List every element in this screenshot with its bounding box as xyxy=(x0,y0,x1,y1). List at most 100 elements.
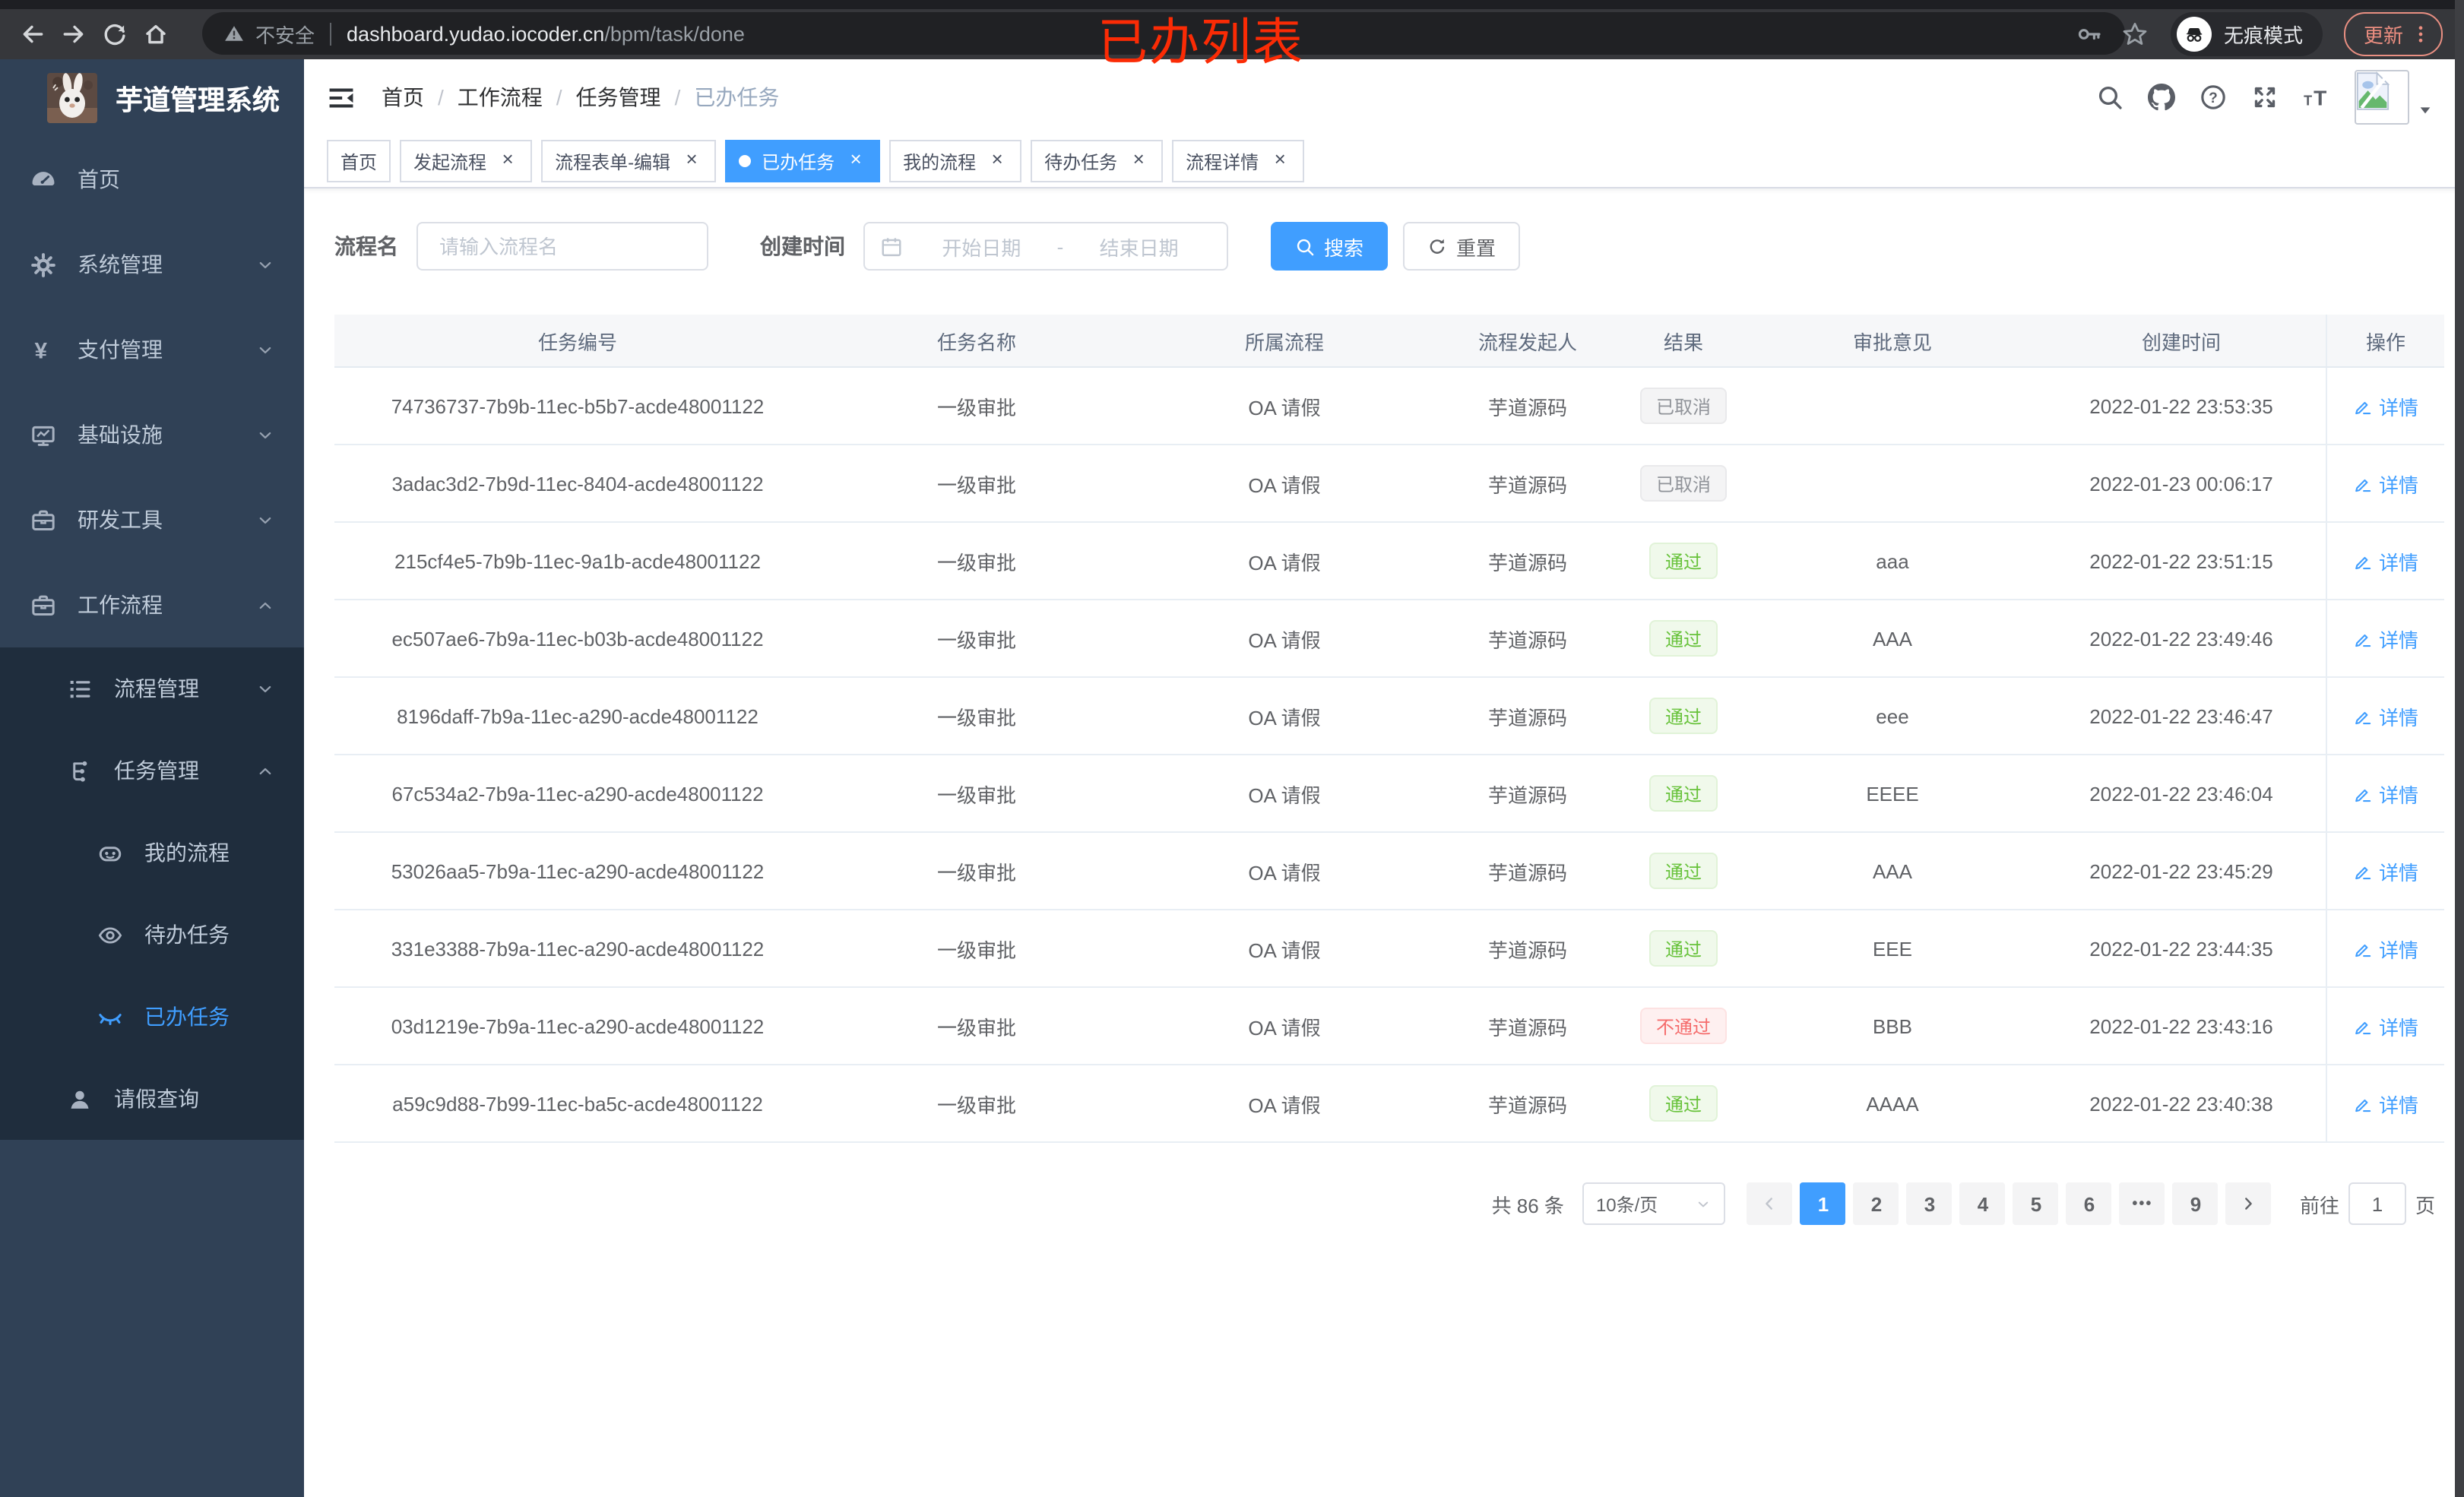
date-start-placeholder[interactable]: 开始日期 xyxy=(942,236,1021,259)
browser-back-button[interactable] xyxy=(12,14,53,55)
sidebar-item-todo-tasks[interactable]: 待办任务 xyxy=(0,894,304,976)
sidebar-logo[interactable]: 芋道管理系统 xyxy=(0,59,304,137)
pager-more-button[interactable]: ••• xyxy=(2119,1182,2165,1225)
detail-link[interactable]: 详情 xyxy=(2353,856,2418,885)
sidebar-item-my-process[interactable]: 我的流程 xyxy=(0,812,304,894)
pager-page-button[interactable]: 1 xyxy=(1800,1182,1846,1225)
tab-done-tasks[interactable]: 已办任务 × xyxy=(725,140,881,182)
chevron-down-icon xyxy=(255,510,275,530)
search-button[interactable]: 搜索 xyxy=(1271,222,1389,271)
help-icon[interactable]: ? xyxy=(2200,84,2227,111)
address-bar[interactable]: 不安全 dashboard.yudao.iocoder.cn /bpm/task… xyxy=(202,12,2125,55)
cell-created: 2022-01-22 23:43:16 xyxy=(2089,1014,2273,1037)
avatar[interactable] xyxy=(2355,70,2409,125)
incognito-badge[interactable]: 无痕模式 xyxy=(2170,12,2323,56)
date-end-placeholder[interactable]: 结束日期 xyxy=(1099,236,1179,259)
detail-link[interactable]: 详情 xyxy=(2353,624,2418,653)
close-icon[interactable]: × xyxy=(1274,147,1286,170)
password-key-icon[interactable] xyxy=(2076,21,2102,47)
breadcrumb-item[interactable]: 首页 xyxy=(382,85,424,109)
sidebar-item-dev-tools[interactable]: 研发工具 xyxy=(0,477,304,562)
fullscreen-icon[interactable] xyxy=(2251,84,2279,111)
detail-link[interactable]: 详情 xyxy=(2353,469,2418,498)
date-range-picker[interactable]: 开始日期 - 结束日期 xyxy=(863,222,1228,271)
breadcrumb-item[interactable]: 工作流程 xyxy=(457,85,543,109)
back-icon xyxy=(20,21,46,47)
detail-link[interactable]: 详情 xyxy=(2353,1011,2418,1040)
update-label: 更新 xyxy=(2363,24,2403,47)
sidebar-item-home[interactable]: 首页 xyxy=(0,137,304,222)
close-icon[interactable]: × xyxy=(686,147,698,170)
goto-page-input[interactable] xyxy=(2348,1182,2406,1225)
tab-my-process[interactable]: 我的流程 × xyxy=(889,140,1022,182)
breadcrumb-item[interactable]: 任务管理 xyxy=(575,85,661,109)
sidebar-item-label: 流程管理 xyxy=(114,676,199,701)
search-icon[interactable] xyxy=(2096,84,2124,111)
tab-todo-tasks[interactable]: 待办任务 × xyxy=(1031,140,1164,182)
reload-icon xyxy=(102,21,128,47)
breadcrumb-separator: / xyxy=(438,85,444,109)
detail-link[interactable]: 详情 xyxy=(2353,701,2418,730)
detail-link[interactable]: 详情 xyxy=(2353,546,2418,575)
pager-page-button[interactable]: 2 xyxy=(1853,1182,1899,1225)
not-secure-label[interactable]: 不安全 xyxy=(255,24,315,46)
close-icon[interactable]: × xyxy=(1132,147,1145,170)
pager-page-button[interactable]: 4 xyxy=(1959,1182,2006,1225)
sidebar-item-task-management[interactable]: 任务管理 xyxy=(0,730,304,812)
sidebar-item-process-management[interactable]: 流程管理 xyxy=(0,647,304,730)
chevron-left-icon xyxy=(1761,1195,1779,1213)
pager-page-button[interactable]: 5 xyxy=(2013,1182,2059,1225)
cell-task-id: 3adac3d2-7b9d-11ec-8404-acde48001122 xyxy=(391,472,764,495)
github-icon[interactable] xyxy=(2148,84,2175,111)
table-row: 8196daff-7b9a-11ec-a290-acde48001122 一级审批… xyxy=(334,678,2444,755)
hamburger-icon[interactable] xyxy=(327,83,356,112)
cell-opinion xyxy=(1748,368,2037,444)
pager-page-button[interactable]: 3 xyxy=(1906,1182,1953,1225)
cell-starter: 芋道源码 xyxy=(1487,1093,1567,1116)
avatar-caret-icon[interactable] xyxy=(2417,101,2434,118)
sidebar-item-system-management[interactable]: 系统管理 xyxy=(0,222,304,307)
browser-reload-button[interactable] xyxy=(94,14,135,55)
cell-result: 通过 xyxy=(1619,833,1748,909)
detail-link[interactable]: 详情 xyxy=(2353,934,2418,963)
incognito-label: 无痕模式 xyxy=(2223,24,2303,47)
pager-page-button[interactable]: 9 xyxy=(2172,1182,2219,1225)
cell-starter: 芋道源码 xyxy=(1487,706,1567,729)
page-size-select[interactable]: 10条/页 xyxy=(1582,1182,1725,1225)
sidebar-item-infrastructure[interactable]: 基础设施 xyxy=(0,392,304,477)
close-icon[interactable]: × xyxy=(850,147,862,170)
close-icon[interactable]: × xyxy=(991,147,1003,170)
tab-home[interactable]: 首页 xyxy=(327,140,391,182)
url-host[interactable]: dashboard.yudao.iocoder.cn xyxy=(347,22,605,45)
process-name-input[interactable] xyxy=(436,233,689,259)
sidebar-item-leave-query[interactable]: 请假查询 xyxy=(0,1058,304,1140)
column-header: 任务名称 xyxy=(936,331,1016,353)
tab-start-process[interactable]: 发起流程 × xyxy=(400,140,533,182)
sidebar-item-payment-management[interactable]: ¥ 支付管理 xyxy=(0,307,304,392)
reset-button[interactable]: 重置 xyxy=(1403,222,1521,271)
browser-home-button[interactable] xyxy=(135,14,176,55)
close-icon[interactable]: × xyxy=(502,147,514,170)
detail-link[interactable]: 详情 xyxy=(2353,391,2418,420)
browser-menu-icon[interactable] xyxy=(2409,23,2432,46)
browser-forward-button[interactable] xyxy=(53,14,94,55)
tab-process-form-edit[interactable]: 流程表单-编辑 × xyxy=(541,140,717,182)
pager-next-button[interactable] xyxy=(2225,1182,2272,1225)
sidebar-item-label: 我的流程 xyxy=(144,840,230,865)
pager-prev-button[interactable] xyxy=(1747,1182,1793,1225)
window-scrollbar-track[interactable] xyxy=(2455,0,2464,1497)
url-path[interactable]: /bpm/task/done xyxy=(604,22,745,45)
bookmark-star-icon[interactable] xyxy=(2122,21,2148,47)
detail-link[interactable]: 详情 xyxy=(2353,1089,2418,1118)
cell-result: 通过 xyxy=(1619,1065,1748,1141)
cell-starter: 芋道源码 xyxy=(1487,473,1567,496)
tab-process-detail[interactable]: 流程详情 × xyxy=(1172,140,1305,182)
pager-page-button[interactable]: 6 xyxy=(2066,1182,2112,1225)
cell-task-id: 67c534a2-7b9a-11ec-a290-acde48001122 xyxy=(391,782,764,805)
sidebar-item-done-tasks[interactable]: 已办任务 xyxy=(0,976,304,1058)
detail-link[interactable]: 详情 xyxy=(2353,779,2418,808)
browser-update-button[interactable]: 更新 xyxy=(2343,12,2443,56)
sidebar-item-workflow[interactable]: 工作流程 xyxy=(0,562,304,647)
